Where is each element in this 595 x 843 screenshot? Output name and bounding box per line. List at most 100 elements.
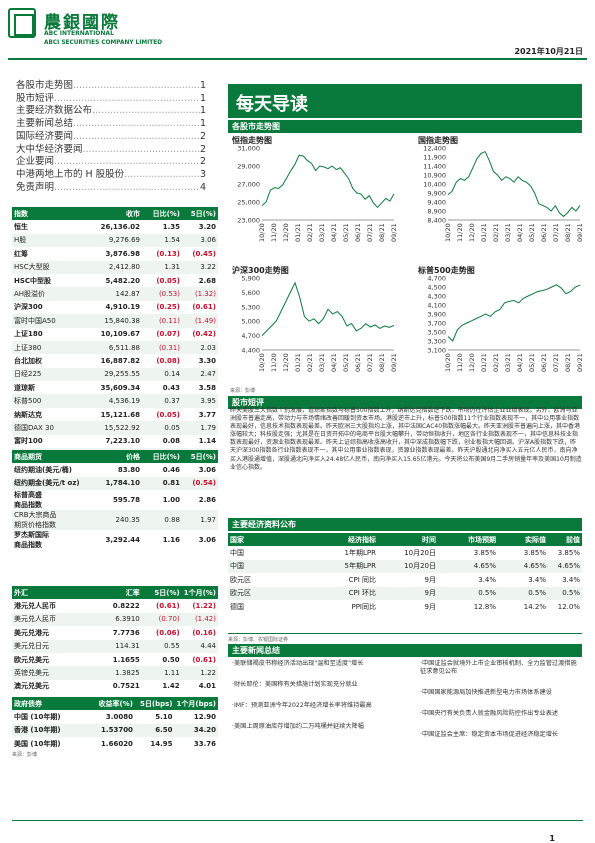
x-tick-label: 03/21 [318,223,326,242]
table-cell: 道琼斯 [14,383,35,392]
y-tick-label: 3,100 [427,347,446,355]
table-cell: 1.1655 [112,655,140,664]
news-item[interactable]: ·中国证监会就境外上市企业审核机制、全力监管过渡措施征求意见公布 [420,660,577,675]
table-header-cell: 日比(%) [152,209,180,218]
table-cell: 33.76 [193,739,216,748]
table-row: 台北加权 16,887.82 (0.08) 3.30 [12,354,218,367]
series-line [447,150,581,218]
table-cell: (0.61) [156,602,180,611]
x-tick-label: 05/21 [342,353,350,372]
table-row: 香港 (10年期) 1.53700 6.50 34.20 [12,723,218,738]
y-tick-label: 25,000 [237,199,260,207]
table-cell: 2.03 [200,343,216,352]
toc-title: 免责声明 [16,181,55,193]
table-cell: 3,876.98 [105,249,140,258]
header-divider [8,58,587,60]
table-cell: 4,536.19 [108,397,140,406]
table-cell: (0.05) [156,410,180,419]
table-header-cell: 收益率(%) [98,699,133,708]
table-cell: (0.25) [156,303,180,312]
table-row: 红筹 3,876.98 (0.13) (0.45) [12,247,218,260]
toc-item[interactable]: 主要经济数据公布................................… [16,105,206,118]
toc-item[interactable]: 股市短评....................................… [16,93,206,106]
table-cell: 0.7521 [112,682,140,691]
y-tick-label: 5,300 [241,303,260,311]
table-cell: 3.77 [198,410,216,419]
table-row: 法国CAC 40 6,705.61 0.54 1.64 [12,448,218,462]
toc-item[interactable]: 主要新闻总结..................................… [16,118,206,131]
bond-table: 政府债券 收益率(%) 5日(bps) 1个月(bps) 中国 (10年期) 3.0080… [12,697,218,751]
toc-item[interactable]: 中港两地上市的 H 股股份...........................… [16,169,206,182]
table-header-row: 外汇 汇率 5日(%) 1个月(%) [12,586,218,600]
toc-item[interactable]: 企业要闻....................................… [16,156,206,169]
table-cell: 美国 (10年期) [14,739,61,748]
news-item[interactable]: ·IMF：预测亚洲今年2022年经济增长率将维持最高 [232,702,372,709]
table-cell: 欧元兑美元 [14,655,49,664]
x-tick-label: 02/21 [492,223,500,242]
table-cell: (0.16) [192,628,216,637]
table-header-cell: 外汇 [14,588,28,597]
toc-item[interactable]: 大中华经济要闻.................................… [16,144,206,157]
x-tick-label: 09/21 [576,223,582,242]
x-tick-label: 11/20 [270,223,278,242]
table-cell: (0.08) [156,356,180,365]
toc-item[interactable]: 国际经济要闻..................................… [16,131,206,144]
table-row: 沪深300 4,910.19 (0.25) (0.61) [12,301,218,314]
table-cell: 2,412.80 [108,263,140,272]
table-cell: H股 [14,236,27,245]
x-tick-label: 07/21 [366,223,374,242]
news-item[interactable]: ·美联储褐皮书称经济活动出现"温和至适度"增长 [232,660,364,667]
x-tick-label: 03/21 [504,353,512,372]
y-tick-label: 8,900 [427,208,446,216]
table-row: 澳元兑美元 0.7521 1.42 4.01 [12,680,218,693]
y-tick-label: 4,700 [241,332,260,340]
toc-leader: ........................................… [54,156,200,168]
table-cell: (0.13) [156,249,180,258]
table-header-cell: 国家 [230,535,244,544]
news-item[interactable]: ·财长耶伦：美国称有关措施计划实现充分就业 [232,681,358,688]
table-cell: 英镑兑美元 [14,669,49,678]
table-row: 纽约期金(美元/t oz) 1,784.10 0.81 (0.54) [12,476,218,491]
y-tick-label: 3,700 [427,320,446,328]
toc-item[interactable]: 免责声明....................................… [16,182,206,195]
x-tick-label: 08/21 [564,223,572,242]
toc-item[interactable]: 各股市走势图..................................… [16,80,206,93]
table-cell: 日经225 [14,370,42,379]
table-cell: 35,609.34 [100,383,140,392]
y-tick-label: 8,400 [427,217,446,225]
table-header-row: 国家 经济指标 时间 市场预期 实际值 前值 [228,533,582,547]
news-item[interactable]: ·中国证监会主席：稳定资本市场促进经济稳定增长 [420,731,559,738]
x-tick-label: 03/21 [504,223,512,242]
y-tick-label: 11,400 [423,163,446,171]
news-item[interactable]: ·中国国家能源局加快推进新型电力市场体系建设 [420,689,552,696]
table-header-cell: 1个月(bps) [176,699,216,708]
table-cell: 3.20 [198,223,216,232]
bond-source: 来源：彭博 [12,751,38,758]
table-row: 纳斯达克 15,121.68 (0.05) 3.77 [12,408,218,421]
x-tick-label: 11/20 [270,353,278,372]
table-cell: 16,887.82 [100,356,140,365]
table-cell: 1.14 [198,437,216,446]
news-right-column: ·中国证监会就境外上市企业审核机制、全力监管过渡措施征求意见公布 ·中国国家能源局… [420,660,580,752]
news-item[interactable]: ·中国央行有关负责人就金融风险防控作出专业表述 [420,710,559,717]
y-tick-label: 11,900 [423,154,446,162]
table-row: 富时中国A50 15,840.38 (0.11) (1.49) [12,314,218,328]
table-cell: 15,121.68 [100,410,140,419]
y-tick-label: 9,900 [427,190,446,198]
table-cell: 1年期LPR [344,549,376,558]
news-title: 主要新闻总结 [228,644,582,657]
y-tick-label: 4,100 [427,302,446,310]
table-header-cell: 指数 [14,209,28,218]
table-row: 中国 (10年期) 3.0080 5.10 12.90 [12,710,218,723]
table-cell: 83.80 [117,466,140,475]
table-cell: 1.22 [200,669,216,678]
x-tick-label: 01/21 [480,353,488,372]
table-header-cell: 5日(%) [190,209,216,218]
index-chart: 国指走势图12,40011,90011,40010,90010,4009,900… [418,135,584,242]
table-cell: 德国DAX 30 [14,423,54,432]
table-cell: (0.31) [158,343,180,352]
toc-title: 国际经济要闻 [16,130,74,142]
table-cell: 红筹 [14,249,28,258]
news-item[interactable]: ·美国上周原油库存增加约二万吨桶并延续大降幅 [232,723,364,730]
table-cell: 4.65% [523,562,546,571]
